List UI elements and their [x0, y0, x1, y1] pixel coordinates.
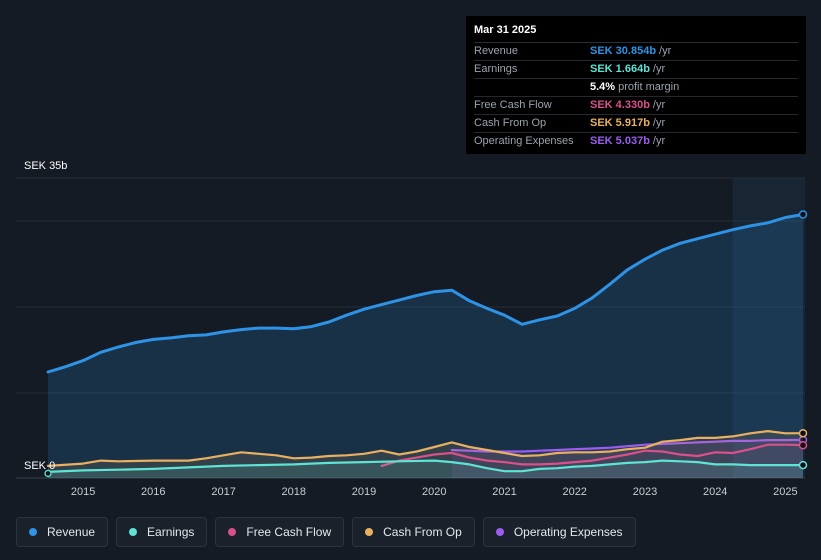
x-tick-label: 2021	[492, 486, 516, 498]
tooltip-row: Earnings SEK 1.664b/yr	[474, 61, 798, 79]
endpoint-revenue	[798, 210, 808, 219]
x-tick-label: 2016	[141, 486, 165, 498]
tooltip-row-unit: /yr	[659, 45, 672, 57]
series-layer	[44, 210, 808, 478]
tooltip-row-value: SEK 5.917b	[590, 117, 650, 129]
gridlines	[16, 177, 805, 479]
tooltip-row-value: SEK 5.037b	[590, 135, 650, 147]
x-tick-label: 2025	[773, 486, 797, 498]
tooltip-row-label: Free Cash Flow	[474, 99, 552, 111]
x-tick-label: 2024	[703, 486, 727, 498]
series-line-fcf	[380, 443, 805, 467]
tooltip-row-unit: /yr	[652, 117, 666, 129]
chart-area: 2015 2016 2017 2018 2019 2020 2021 2022 2023 2024…	[16, 177, 808, 498]
legend-dot-icon	[129, 528, 138, 536]
start-marker	[44, 469, 52, 478]
endpoint-fcf	[798, 440, 808, 450]
tooltip-date: Mar 31 2025	[474, 22, 798, 43]
tooltip-row-label: Cash From Op	[474, 117, 547, 129]
series-line-earnings	[46, 459, 805, 473]
legend-label: Cash From Op	[383, 525, 462, 539]
legend: Revenue Earnings Free Cash Flow Cash From O…	[16, 517, 636, 547]
series-area-revenue	[48, 214, 803, 478]
tooltip-row-value: SEK 1.664b	[590, 63, 650, 75]
series-line-revenue	[46, 213, 805, 374]
tooltip-row: Operating Expenses SEK 5.037b/yr	[474, 133, 798, 150]
legend-item-cash-from-op[interactable]: Cash From Op	[352, 517, 475, 547]
y-axis-bottom-label: SEK 0	[24, 460, 56, 472]
legend-label: Free Cash Flow	[246, 525, 332, 539]
tooltip-row-unit: profit margin	[618, 81, 680, 93]
tooltip-row: Revenue SEK 30.854b/yr	[474, 43, 798, 61]
legend-dot-icon	[29, 528, 37, 536]
legend-item-free-cash-flow[interactable]: Free Cash Flow	[215, 517, 345, 547]
tooltip-row-unit: /yr	[652, 63, 666, 75]
tooltip-row: 5.4% profit margin	[474, 79, 798, 97]
tooltip-row-value: 5.4%	[590, 81, 616, 93]
y-axis-top-label: SEK 35b	[24, 160, 68, 172]
tooltip-row-label: Revenue	[474, 45, 519, 57]
endpoint-earnings	[798, 460, 808, 470]
tooltip-row-label: Operating Expenses	[474, 135, 574, 147]
tooltip-row-unit: /yr	[652, 135, 666, 147]
tooltip-row-label: Earnings	[474, 63, 518, 75]
x-tick-label: 2017	[211, 486, 235, 498]
x-tick-label: 2019	[352, 486, 376, 498]
legend-label: Operating Expenses	[513, 525, 623, 539]
legend-label: Earnings	[147, 525, 195, 539]
legend-label: Revenue	[47, 525, 96, 539]
x-tick-label: 2020	[422, 486, 446, 498]
legend-dot-icon	[365, 528, 374, 536]
series-line-cfo	[46, 430, 805, 467]
tooltip-row-value: SEK 30.854b	[590, 45, 657, 57]
tooltip-row-unit: /yr	[652, 99, 666, 111]
data-tooltip: Mar 31 2025 Revenue SEK 30.854b/yr Earning…	[466, 16, 806, 154]
x-axis: 2015 2016 2017 2018 2019 2020 2021 2022 2023 2024…	[71, 486, 798, 498]
tooltip-row-value: SEK 4.330b	[590, 99, 650, 111]
legend-dot-icon	[495, 528, 504, 536]
endpoint-cfo	[798, 428, 808, 438]
tooltip-row-label	[474, 79, 590, 96]
legend-dot-icon	[228, 528, 237, 536]
x-tick-label: 2018	[282, 486, 306, 498]
x-tick-label: 2023	[633, 486, 657, 498]
legend-item-earnings[interactable]: Earnings	[116, 517, 208, 547]
x-tick-label: 2022	[562, 486, 586, 498]
legend-item-operating-expenses[interactable]: Operating Expenses	[482, 517, 636, 547]
tooltip-row: Cash From Op SEK 5.917b/yr	[474, 115, 798, 133]
tooltip-row: Free Cash Flow SEK 4.330b/yr	[474, 97, 798, 115]
series-line-opex	[450, 438, 805, 453]
legend-item-revenue[interactable]: Revenue	[16, 517, 109, 547]
x-tick-label: 2015	[71, 486, 95, 498]
